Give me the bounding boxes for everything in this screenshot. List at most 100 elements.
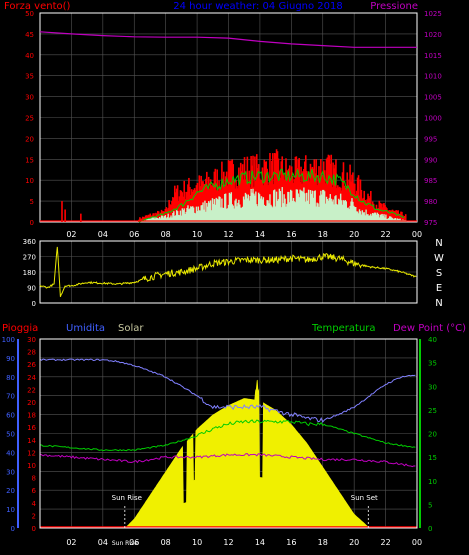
rain-tick-label: 2 [32, 512, 36, 520]
hour-tick-label: 14 [255, 538, 265, 547]
compass-label: N [435, 298, 442, 309]
hour-tick-label: 16 [286, 230, 296, 239]
compass-label: N [435, 238, 442, 249]
hour-tick-label: 22 [380, 538, 390, 547]
humidity-tick-label: 30 [6, 468, 15, 476]
rain-tick-label: 10 [27, 462, 36, 470]
rain-tick-label: 22 [27, 386, 36, 394]
hour-tick-label: 08 [161, 538, 171, 547]
wind-tick-label: 45 [25, 31, 34, 39]
hour-tick-label: 02 [66, 538, 76, 547]
rain-tick-label: 24 [27, 374, 36, 382]
wind-tick-label: 0 [30, 219, 34, 227]
pressure-tick-label: 980 [424, 198, 437, 206]
compass-label: W [434, 253, 444, 264]
direction-tick-label: 360 [23, 238, 36, 246]
hour-tick-label: 08 [161, 230, 171, 239]
temperatura-label: Temperatura [311, 323, 376, 334]
hour-tick-label: 16 [286, 538, 296, 547]
hour-tick-label: 20 [349, 538, 359, 547]
hour-tick-label: 10 [192, 230, 202, 239]
humidity-tick-label: 100 [2, 336, 15, 344]
average-wind-line [138, 168, 405, 223]
compass-label: E [436, 283, 442, 294]
solar-area [40, 379, 417, 528]
wind-tick-label: 10 [25, 177, 34, 185]
hour-tick-label: 18 [318, 230, 328, 239]
pressure-tick-label: 1010 [424, 73, 442, 81]
rain-tick-label: 30 [27, 336, 36, 344]
pressure-tick-label: 995 [424, 135, 437, 143]
rain-tick-label: 0 [32, 525, 36, 533]
direction-tick-label: 90 [27, 285, 36, 293]
temperature-tick-label: 5 [428, 501, 432, 509]
humidity-tick-label: 40 [6, 449, 15, 457]
wind-tick-label: 40 [25, 52, 34, 60]
temperature-tick-label: 30 [428, 383, 437, 391]
umidita-label: Umidita [66, 323, 105, 334]
hour-tick-label: 00 [412, 538, 422, 547]
pioggia-label: Pioggia [2, 323, 38, 334]
temperature-tick-label: 25 [428, 407, 437, 415]
chart-title: 24 hour weather: 04 Giugno 2018 [173, 1, 343, 12]
wind-tick-label: 5 [30, 198, 34, 206]
rain-tick-label: 14 [27, 437, 36, 445]
wind-tick-label: 30 [25, 94, 34, 102]
pressure-tick-label: 1025 [424, 10, 442, 18]
humidity-tick-label: 90 [6, 355, 15, 363]
panel-direction-grid [40, 240, 417, 304]
dewpoint-line [39, 453, 416, 468]
humidity-tick-label: 20 [6, 487, 15, 495]
direction-tick-label: 0 [32, 300, 36, 308]
hour-tick-label: 22 [380, 230, 390, 239]
sunrise-tick-label: Sun Rise [112, 540, 138, 547]
hour-tick-label: 10 [192, 538, 202, 547]
pressure-tick-label: 1005 [424, 94, 442, 102]
sunset-label: Sun Set [351, 494, 378, 502]
dewpoint-label: Dew Point (°C) [393, 323, 466, 334]
rain-tick-label: 12 [27, 449, 36, 457]
panel-direction-frame [39, 240, 418, 304]
hour-tick-label: 06 [129, 538, 139, 547]
temperature-tick-label: 20 [428, 431, 437, 439]
hour-tick-label: 18 [318, 538, 328, 547]
hour-tick-label: 00 [412, 230, 422, 239]
pressure-tick-label: 985 [424, 177, 437, 185]
pressure-tick-label: 1020 [424, 31, 442, 39]
pressure-tick-label: 1000 [424, 115, 442, 123]
humidity-tick-label: 70 [6, 393, 15, 401]
compass-label: S [436, 268, 442, 279]
direction-tick-label: 180 [23, 269, 36, 277]
humidity-tick-label: 0 [11, 525, 15, 533]
rain-tick-label: 20 [27, 399, 36, 407]
humidity-tick-label: 80 [6, 374, 15, 382]
rain-tick-label: 8 [32, 475, 36, 483]
humidity-tick-label: 50 [6, 431, 15, 439]
humidity-tick-label: 60 [6, 412, 15, 420]
wind-tick-label: 25 [25, 115, 34, 123]
direction-tick-label: 270 [23, 254, 36, 262]
rain-tick-label: 6 [32, 487, 37, 495]
rain-tick-label: 28 [27, 349, 36, 357]
pressure-line [39, 31, 417, 48]
temperature-tick-label: 0 [428, 525, 432, 533]
temperature-tick-label: 15 [428, 454, 437, 462]
rain-tick-label: 16 [27, 424, 36, 432]
pressure-axis-label: Pressione [370, 1, 418, 12]
wind-tick-label: 50 [25, 10, 34, 18]
pressure-tick-label: 975 [424, 219, 437, 227]
hour-tick-label: 20 [349, 230, 359, 239]
hour-tick-label: 12 [223, 538, 233, 547]
pressure-tick-label: 1015 [424, 52, 442, 60]
wind-axis-label: Forza vento() [4, 1, 71, 12]
rain-tick-label: 26 [27, 361, 36, 369]
pressure-tick-label: 990 [424, 156, 437, 164]
wind-tick-label: 20 [25, 135, 34, 143]
hour-tick-label: 12 [223, 230, 233, 239]
hour-tick-label: 06 [129, 230, 139, 239]
temperature-tick-label: 40 [428, 336, 437, 344]
